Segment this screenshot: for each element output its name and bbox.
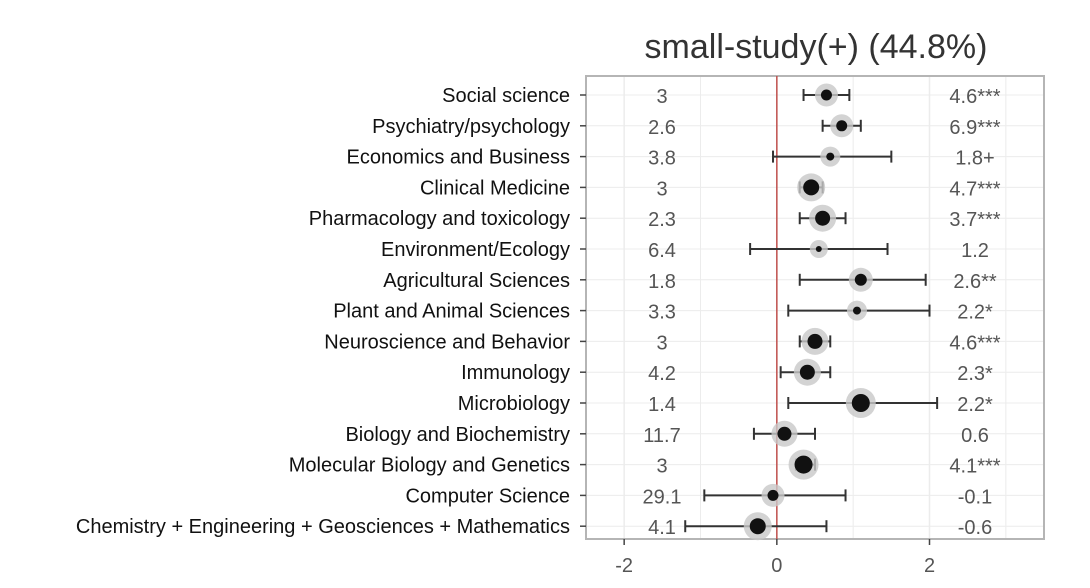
row-4: Clinical Medicine 3 4.7*** [420, 173, 1001, 202]
right-value: 4.1*** [949, 456, 1000, 478]
right-value: 4.6*** [949, 86, 1000, 108]
left-value: 3.3 [648, 302, 676, 324]
x-tick-label: 0 [771, 555, 782, 577]
chart-title: small-study(+) (44.8%) [645, 28, 988, 66]
category-label: Psychiatry/psychology [372, 116, 570, 138]
left-value: 3.8 [648, 148, 676, 170]
category-label: Economics and Business [347, 147, 570, 169]
point-estimate [815, 246, 822, 252]
left-value: 1.8 [648, 271, 676, 293]
row-10: Immunology 4.2 2.3* [461, 358, 993, 386]
right-value: 1.8+ [955, 148, 994, 170]
point-estimate [852, 306, 861, 315]
right-value: 2.3* [957, 363, 993, 385]
point-estimate [851, 394, 870, 412]
left-value: 2.3 [648, 209, 676, 231]
category-label: Microbiology [458, 393, 570, 415]
point-estimate [836, 120, 848, 132]
left-value: 3 [656, 456, 667, 478]
row-3: Economics and Business 3.8 1.8+ [347, 146, 995, 170]
category-label: Computer Science [405, 485, 570, 507]
x-axis: -2 0 2 [615, 539, 935, 577]
row-9: Neuroscience and Behavior 3 4.6*** [324, 327, 1001, 355]
category-label: Plant and Animal Sciences [333, 301, 570, 323]
row-5: Pharmacology and toxicology 2.3 3.7*** [309, 204, 1001, 232]
category-label: Social science [442, 85, 570, 107]
x-tick-label: 2 [924, 555, 935, 577]
left-value: 3 [656, 86, 667, 108]
left-value: 29.1 [643, 486, 682, 508]
category-label: Environment/Ecology [381, 239, 570, 261]
right-value: 6.9*** [949, 117, 1000, 139]
right-value: -0.6 [958, 517, 992, 539]
x-tick-label: -2 [615, 555, 633, 577]
row-11: Microbiology 1.4 2.2* [458, 388, 993, 418]
category-label: Biology and Biochemistry [345, 424, 570, 446]
point-estimate [749, 518, 766, 535]
point-estimate [854, 273, 867, 286]
category-label: Chemistry + Engineering + Geosciences + … [76, 516, 570, 538]
right-value: 2.2* [957, 394, 993, 416]
row-6: Environment/Ecology 6.4 1.2 [381, 239, 989, 262]
right-value: 4.7*** [949, 178, 1000, 200]
point-estimate [767, 489, 779, 501]
row-2: Psychiatry/psychology 2.6 6.9*** [372, 114, 1001, 139]
category-label: Immunology [461, 362, 570, 384]
right-value: -0.1 [958, 486, 992, 508]
left-value: 11.7 [643, 425, 680, 447]
right-value: 1.2 [961, 240, 989, 262]
left-value: 3 [656, 332, 667, 354]
left-value: 1.4 [648, 394, 676, 416]
point-estimate [826, 152, 835, 161]
right-value: 0.6 [961, 425, 989, 447]
right-value: 2.6** [953, 271, 997, 293]
point-estimate [799, 364, 815, 380]
row-13: Molecular Biology and Genetics 3 4.1*** [289, 449, 1001, 480]
row-8: Plant and Animal Sciences 3.3 2.2* [333, 300, 993, 324]
row-1: Social science 3 4.6*** [442, 83, 1001, 108]
category-label: Agricultural Sciences [383, 270, 570, 292]
row-12: Biology and Biochemistry 11.7 0.6 [345, 420, 989, 447]
category-label: Clinical Medicine [420, 177, 570, 199]
left-value: 2.6 [648, 117, 676, 139]
row-7: Agricultural Sciences 1.8 2.6** [383, 267, 997, 293]
right-value: 2.2* [957, 302, 993, 324]
right-value: 4.6*** [949, 332, 1000, 354]
rows: Social science 3 4.6*** Psychiatry/psycholo… [76, 83, 1001, 541]
point-estimate [815, 210, 831, 226]
category-label: Molecular Biology and Genetics [289, 455, 570, 477]
point-estimate [777, 426, 792, 441]
left-value: 3 [656, 178, 667, 200]
row-14: Computer Science 29.1 -0.1 [405, 483, 992, 508]
left-value: 4.2 [648, 363, 676, 385]
left-value: 6.4 [648, 240, 676, 262]
point-estimate [807, 333, 823, 349]
plot-panel [585, 75, 1045, 540]
category-label: Neuroscience and Behavior [324, 331, 570, 353]
point-estimate [803, 179, 820, 196]
row-15: Chemistry + Engineering + Geosciences + … [76, 512, 992, 541]
point-estimate [820, 89, 832, 101]
right-value: 3.7*** [949, 209, 1000, 231]
category-label: Pharmacology and toxicology [309, 208, 570, 230]
left-value: 4.1 [648, 517, 676, 539]
point-estimate [794, 455, 813, 474]
